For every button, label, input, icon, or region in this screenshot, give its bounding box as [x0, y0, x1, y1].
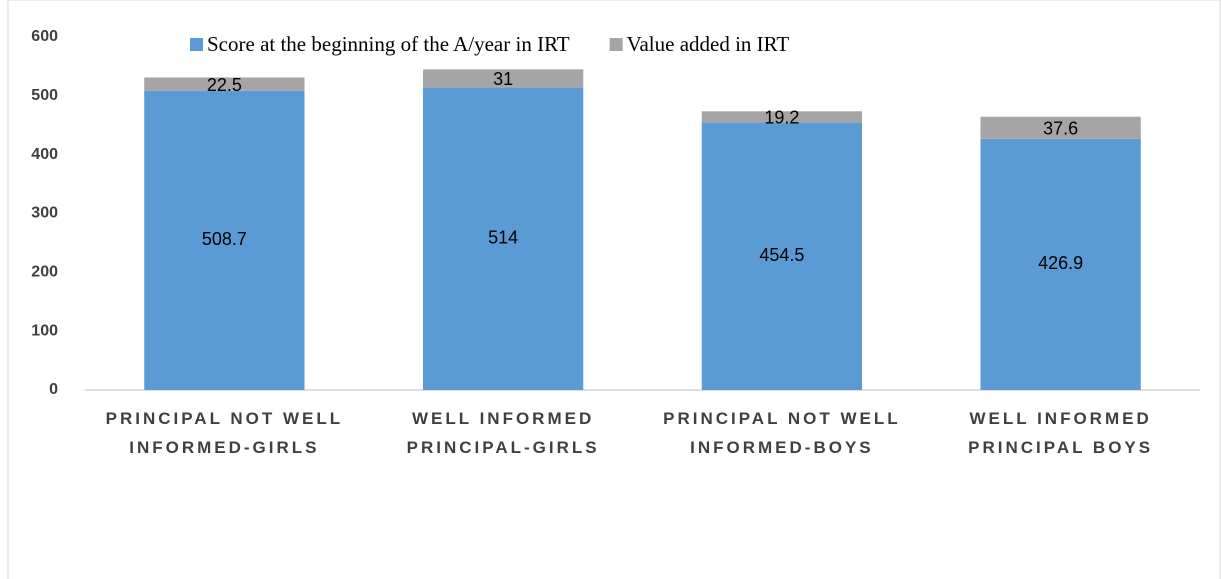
data-label: 19.2: [764, 108, 799, 128]
chart-border: [7, 0, 1221, 579]
y-tick-label: 400: [31, 146, 58, 163]
y-tick-label: 600: [31, 28, 58, 45]
legend-swatch: [609, 38, 623, 51]
legend-swatch: [190, 38, 203, 51]
data-label: 454.5: [759, 245, 804, 265]
x-tick-label: PRINCIPAL NOT WELL INFORMED-GIRLS: [106, 409, 344, 457]
bar-segment: [422, 87, 584, 390]
x-tick-label: PRINCIPAL NOT WELL INFORMED-BOYS: [663, 409, 901, 457]
y-tick-label: 0: [49, 381, 58, 398]
bar-segment: [422, 69, 584, 88]
x-tick-label: WELL INFORMED PRINCIPAL BOYS: [968, 409, 1153, 457]
bar-segment: [980, 138, 1141, 390]
bar-segment: [144, 77, 305, 91]
y-tick-label: 100: [31, 322, 58, 339]
bar-segment: [701, 111, 863, 123]
bar-segment: [980, 116, 1141, 139]
bar-segment: [701, 122, 863, 390]
data-label: 426.9: [1038, 253, 1083, 273]
data-label: 508.7: [202, 229, 247, 249]
x-tick-label: WELL INFORMED PRINCIPAL-GIRLS: [407, 409, 600, 457]
y-tick-label: 300: [31, 205, 58, 222]
y-tick-label: 500: [31, 87, 58, 104]
legend-label: Value added in IRT: [627, 32, 790, 56]
data-label: 514: [488, 228, 518, 248]
bar-segment: [144, 90, 305, 390]
data-label: 37.6: [1043, 119, 1078, 139]
data-label: 22.5: [207, 75, 242, 95]
y-tick-label: 200: [31, 264, 58, 281]
data-label: 31: [493, 69, 513, 89]
legend-label: Score at the beginning of the A/year in …: [207, 32, 570, 56]
